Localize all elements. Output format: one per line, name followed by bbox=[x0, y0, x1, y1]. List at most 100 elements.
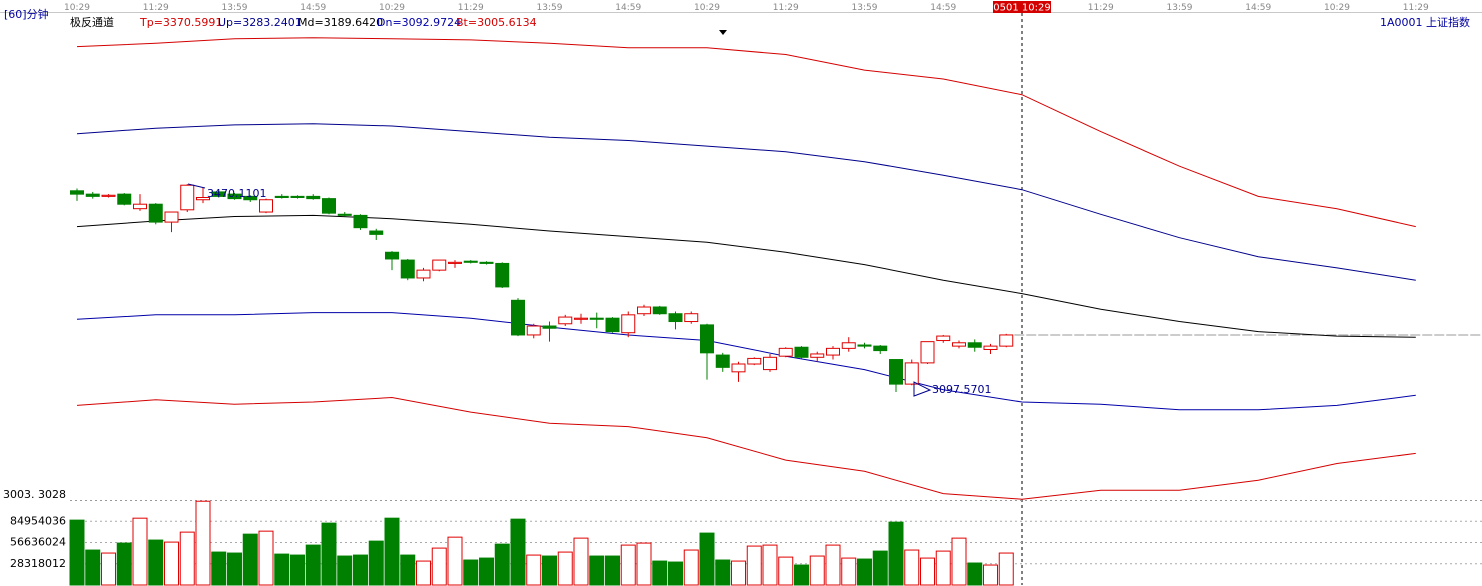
candle-body bbox=[904, 362, 919, 385]
candle-body bbox=[889, 359, 903, 385]
security-code: 1A0001 bbox=[1380, 16, 1423, 29]
x-tick-label: 14:59 bbox=[615, 3, 641, 13]
volume-bar bbox=[494, 543, 510, 586]
legend-entry: Bt=3005.6134 bbox=[456, 16, 537, 29]
x-tick-label: 14:59 bbox=[300, 3, 326, 13]
candle-body bbox=[747, 357, 762, 365]
label-layer: Tp=3370.5991Up=3283.2401Md=3189.6420Dn=3… bbox=[3, 1, 1429, 570]
volume-bar bbox=[542, 555, 557, 586]
y-tick-label: 3003. 3028 bbox=[3, 488, 66, 501]
volume-bar bbox=[715, 559, 731, 586]
x-tick-label: 14:59 bbox=[1245, 3, 1271, 13]
volume-bar bbox=[746, 545, 762, 586]
x-tick-label: 11:29 bbox=[143, 3, 169, 13]
candle-body bbox=[810, 353, 825, 358]
volume-bar bbox=[983, 564, 998, 586]
volume-bar bbox=[762, 544, 778, 586]
volume-bar bbox=[321, 522, 337, 586]
volume-bar bbox=[101, 552, 116, 586]
candle-body bbox=[274, 195, 289, 199]
legend-entry: Dn=3092.9724 bbox=[377, 16, 461, 29]
volume-bar bbox=[778, 556, 794, 586]
candle-body bbox=[684, 313, 699, 323]
volume-bar bbox=[620, 544, 636, 586]
candle-body bbox=[337, 213, 352, 216]
candle-body bbox=[700, 324, 714, 354]
security-name: 上证指数 bbox=[1426, 15, 1470, 29]
volume-bar bbox=[809, 555, 825, 586]
candle-body bbox=[637, 306, 651, 315]
candle-body bbox=[936, 335, 951, 342]
candle-body bbox=[70, 190, 84, 195]
volume-bar bbox=[274, 553, 290, 586]
volume-bar bbox=[872, 550, 888, 586]
channel-line bbox=[76, 396, 1416, 500]
volume-bar bbox=[85, 549, 101, 586]
candle-body bbox=[668, 313, 683, 323]
marker-triangle bbox=[719, 30, 727, 35]
candle-body bbox=[369, 230, 384, 235]
candle-body bbox=[652, 306, 667, 315]
volume-bar bbox=[825, 544, 841, 586]
volume-bar bbox=[179, 531, 195, 586]
volume-bar bbox=[116, 542, 132, 586]
volume-bar bbox=[368, 540, 384, 586]
candle-body bbox=[227, 193, 242, 200]
legend-entry: Md=3189.6420 bbox=[298, 16, 383, 29]
x-tick-label: 10:29 bbox=[64, 3, 90, 13]
candle-body bbox=[526, 325, 541, 336]
period-label: [60]分钟 bbox=[4, 7, 49, 21]
volume-bar bbox=[951, 537, 967, 586]
volume-tick-label: 28318012 bbox=[10, 557, 66, 570]
volume-bar bbox=[668, 561, 683, 586]
line-layer bbox=[76, 37, 1416, 500]
volume-bar bbox=[526, 554, 542, 586]
volume-bar bbox=[683, 549, 699, 586]
candle-body bbox=[542, 325, 557, 329]
candle-body bbox=[715, 354, 730, 368]
legend-entry: Up=3283.2401 bbox=[218, 16, 302, 29]
volume-bar bbox=[431, 547, 447, 586]
volume-bar bbox=[794, 564, 809, 586]
candle-body bbox=[983, 345, 998, 350]
candle-body bbox=[180, 184, 195, 211]
volume-bar bbox=[998, 552, 1014, 586]
candle-body bbox=[621, 314, 636, 334]
candle-body bbox=[306, 195, 321, 200]
candle-body bbox=[290, 195, 305, 199]
x-tick-label: 10:29 bbox=[1324, 3, 1350, 13]
volume-bar bbox=[904, 549, 920, 586]
candle-body bbox=[589, 317, 604, 320]
candle-body bbox=[416, 269, 431, 279]
x-tick-label: 11:29 bbox=[458, 3, 484, 13]
volume-bar bbox=[857, 558, 872, 586]
volume-bar bbox=[935, 550, 951, 586]
volume-bar bbox=[416, 560, 431, 586]
volume-layer bbox=[69, 500, 1014, 586]
x-tick-label: 10:29 bbox=[694, 3, 720, 13]
x-tick-label: 10:29 bbox=[379, 3, 405, 13]
volume-bar bbox=[258, 530, 274, 586]
volume-bar bbox=[337, 555, 353, 586]
candle-body bbox=[353, 214, 368, 229]
candle-body bbox=[259, 199, 273, 213]
volume-bar bbox=[227, 552, 242, 586]
candle-body bbox=[794, 346, 809, 358]
candle-body bbox=[999, 334, 1014, 347]
channel-line bbox=[76, 123, 1416, 281]
volume-bar bbox=[211, 551, 227, 586]
volume-tick-label: 56636024 bbox=[10, 536, 66, 549]
candle-body bbox=[463, 260, 478, 263]
x-tick-label: 11:29 bbox=[1088, 3, 1114, 13]
volume-bar bbox=[605, 555, 620, 586]
candle-body bbox=[558, 316, 573, 325]
volume-bar bbox=[510, 518, 526, 586]
x-tick-label: 11:29 bbox=[773, 3, 799, 13]
candle-body bbox=[841, 342, 856, 349]
volume-bar bbox=[353, 554, 368, 586]
candle-body bbox=[479, 261, 494, 264]
candle-body bbox=[85, 193, 100, 197]
candle-body bbox=[826, 347, 840, 356]
